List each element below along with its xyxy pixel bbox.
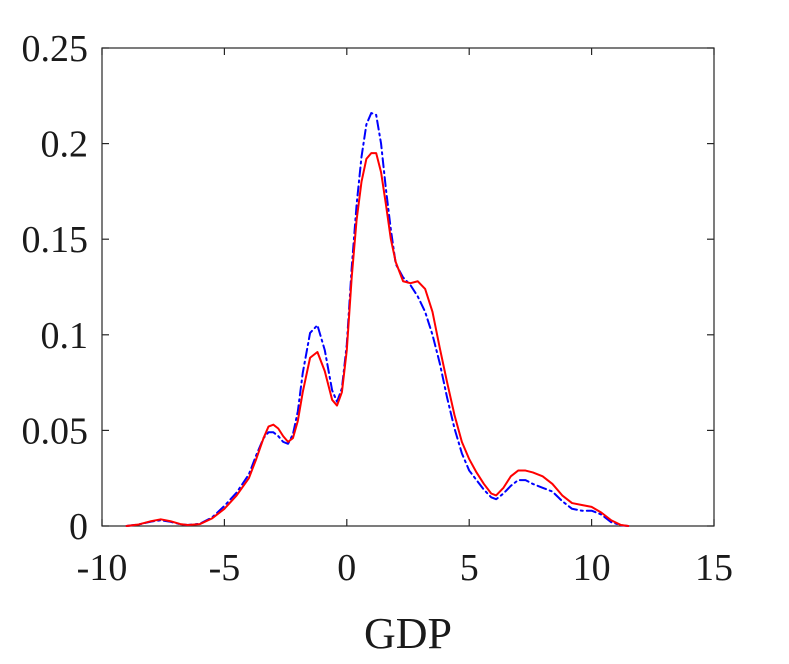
axes-box — [101, 47, 715, 527]
y-tick-label: 0.2 — [41, 124, 89, 166]
x-tick-label: 5 — [460, 547, 479, 589]
x-axis-label: GDP — [364, 609, 452, 658]
y-tick-label: 0.15 — [22, 219, 89, 261]
y-tick-label: 0 — [69, 506, 88, 548]
y-tick-label: 0.05 — [22, 410, 89, 452]
plot-area — [101, 47, 715, 527]
series-line-dashdot-blue — [125, 112, 630, 527]
x-tick-label: 10 — [573, 547, 611, 589]
y-tick-label: 0.1 — [41, 315, 89, 357]
x-tick-label: -5 — [209, 547, 241, 589]
y-tick-label: 0.25 — [22, 28, 89, 70]
y-axis-ticks: 0 0.05 0.1 0.15 0.2 0.25 — [22, 28, 714, 548]
x-tick-label: 0 — [337, 547, 356, 589]
series-line-solid-red — [125, 152, 630, 527]
x-tick-label: 15 — [695, 547, 733, 589]
x-tick-label: -10 — [77, 547, 128, 589]
x-axis-ticks: -10 -5 0 5 10 15 — [77, 48, 733, 589]
